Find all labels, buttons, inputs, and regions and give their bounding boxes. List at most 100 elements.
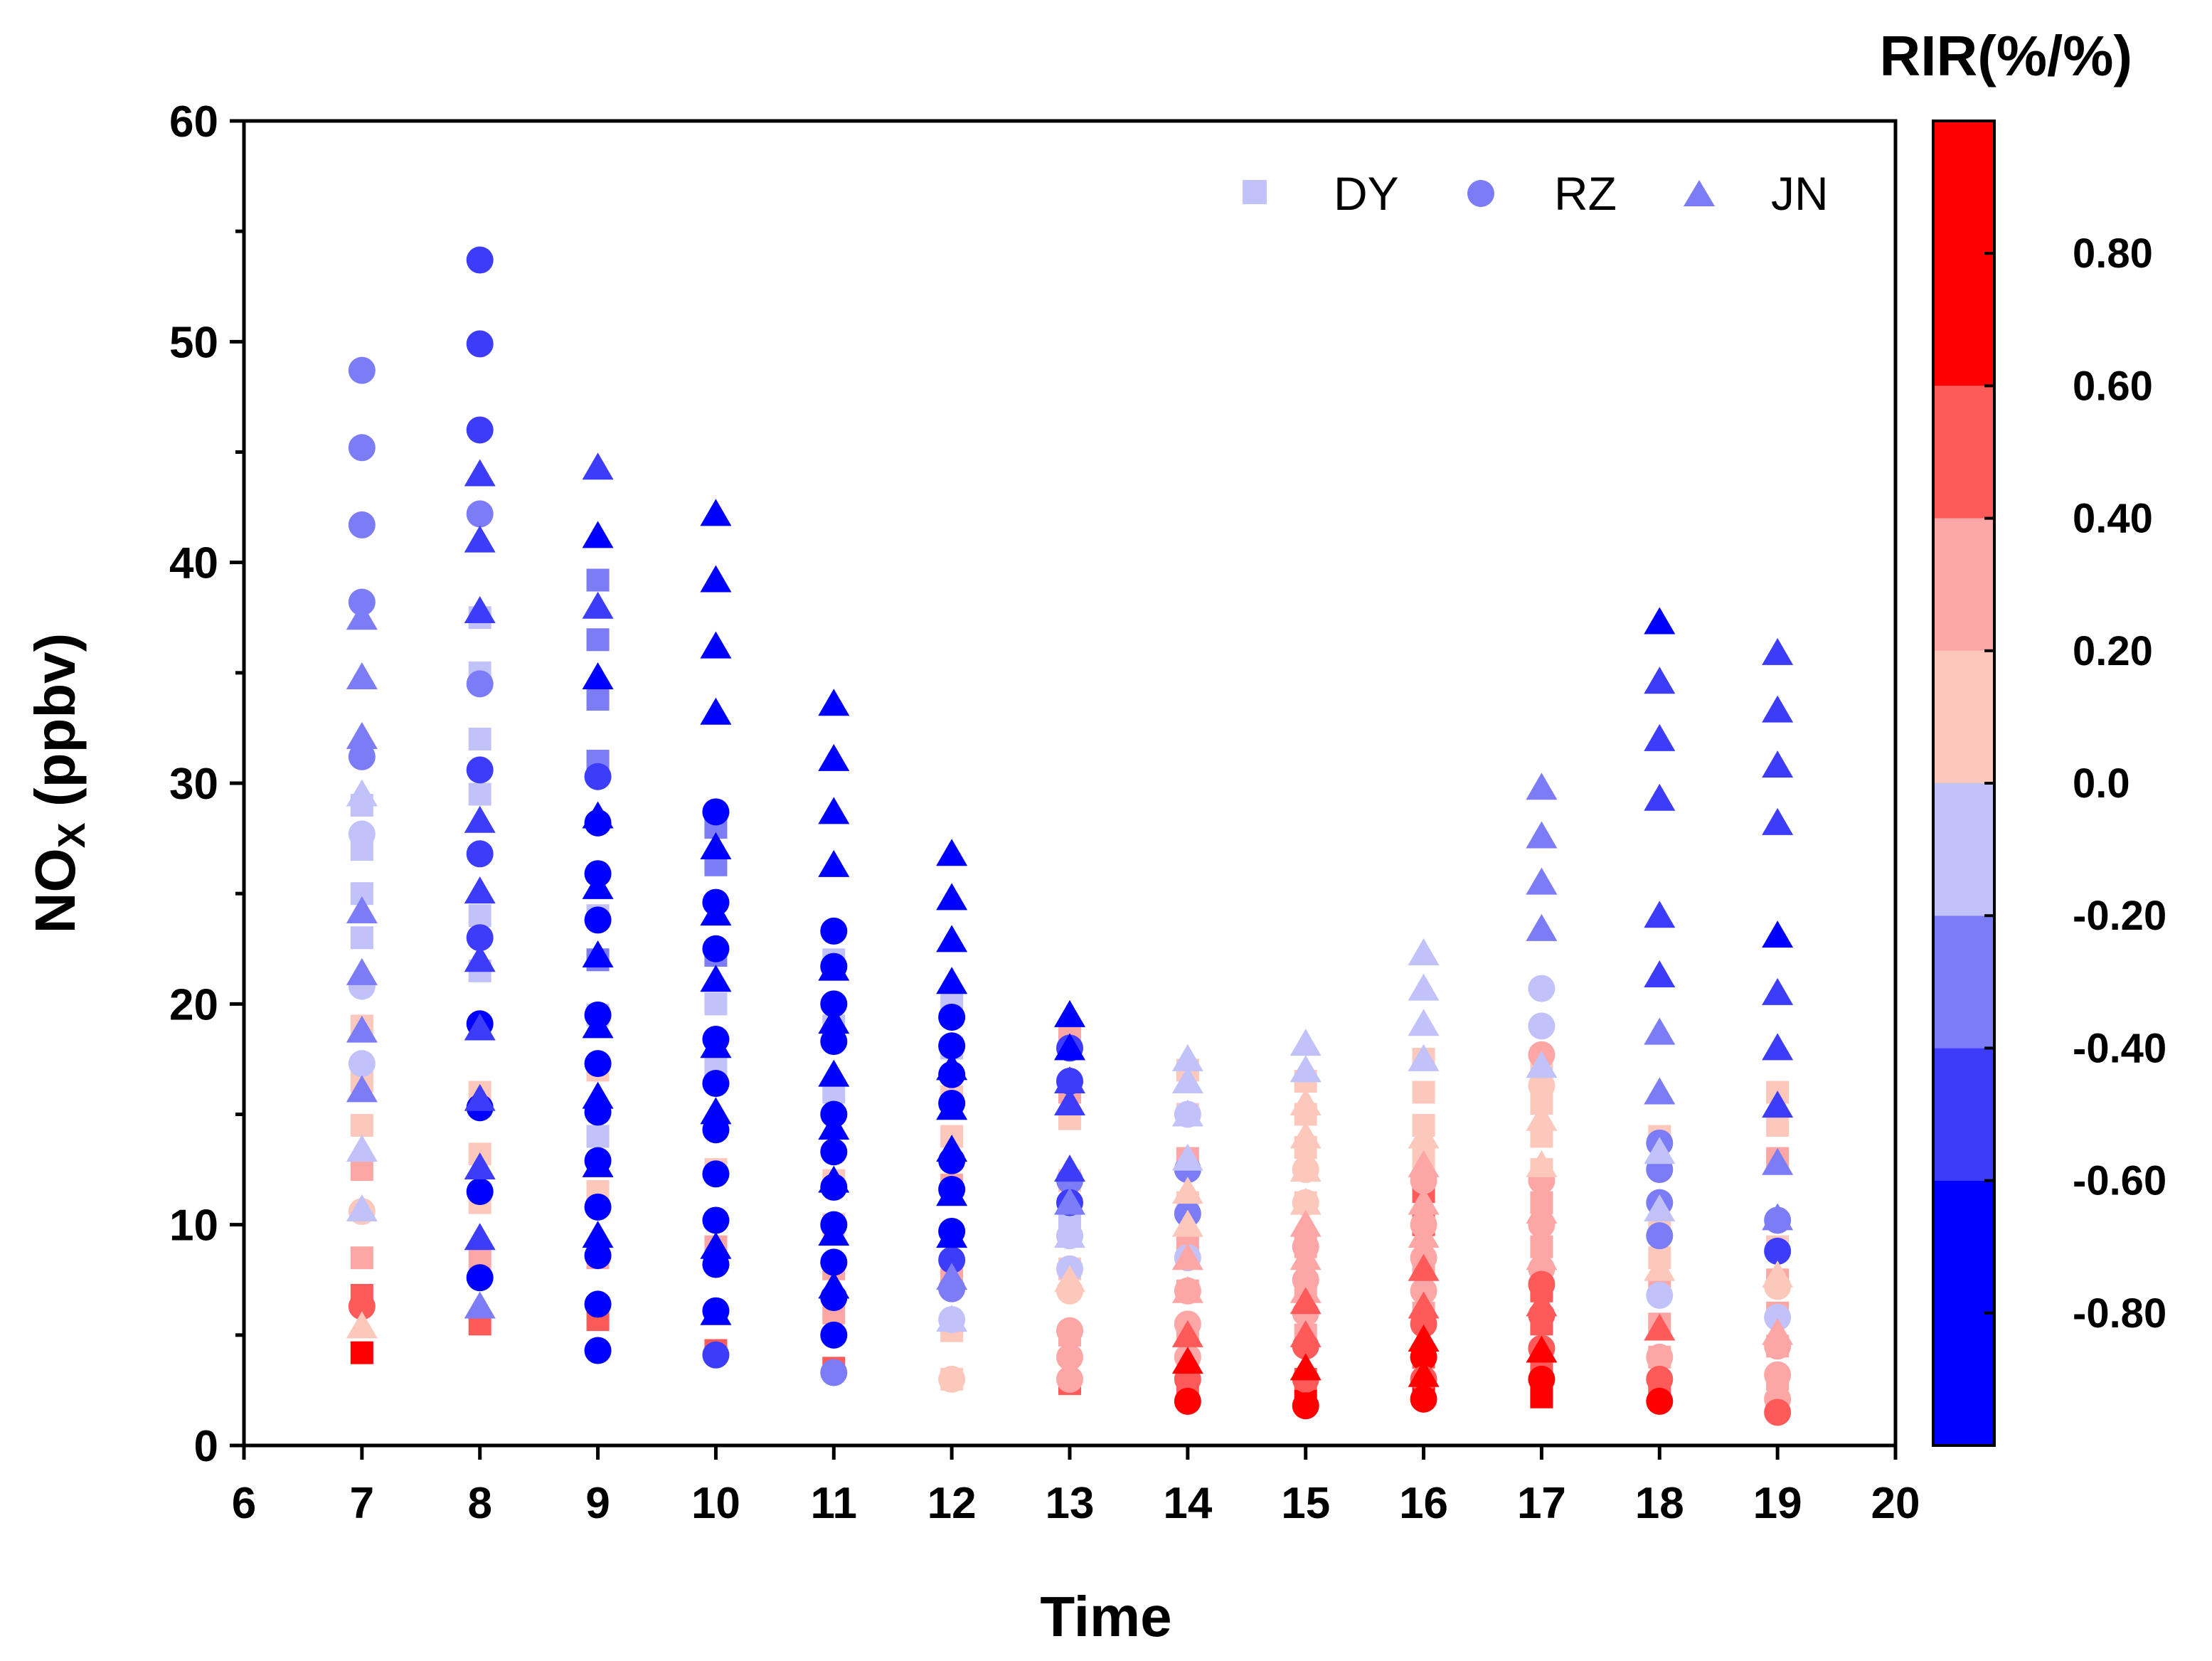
point-rz xyxy=(584,1242,612,1270)
point-rz xyxy=(584,906,612,934)
point-jn xyxy=(1762,977,1794,1005)
point-rz xyxy=(702,1206,730,1234)
y-tick-label: 20 xyxy=(169,980,218,1029)
point-jn xyxy=(1408,1221,1440,1248)
point-jn xyxy=(464,1223,496,1251)
point-jn xyxy=(464,1152,496,1179)
point-rz xyxy=(1764,1237,1792,1265)
point-jn xyxy=(1290,1287,1322,1315)
point-jn xyxy=(464,1083,496,1111)
x-axis-title: Time xyxy=(1040,1585,1171,1648)
point-jn xyxy=(1644,1137,1676,1164)
colorbar-tick-label: -0.20 xyxy=(2073,893,2166,939)
point-jn xyxy=(582,940,614,968)
point-rz xyxy=(1528,1012,1556,1040)
point-rz xyxy=(1056,1365,1083,1393)
point-jn xyxy=(936,1221,968,1248)
point-jn xyxy=(346,603,378,630)
point-jn xyxy=(346,957,378,985)
point-jn xyxy=(582,452,614,480)
point-dy xyxy=(350,1114,373,1137)
point-jn xyxy=(464,595,496,623)
point-dy xyxy=(350,1158,373,1182)
point-dy xyxy=(704,992,728,1016)
point-rz xyxy=(1292,1392,1319,1420)
point-dy xyxy=(468,904,491,928)
point-jn xyxy=(818,849,850,877)
point-jn xyxy=(1526,1289,1558,1317)
point-jn xyxy=(1644,1253,1676,1281)
x-tick-label: 6 xyxy=(232,1479,256,1528)
point-rz xyxy=(1646,1222,1674,1250)
legend-marker-rz xyxy=(1467,180,1494,207)
point-jn xyxy=(1762,1090,1794,1118)
point-jn xyxy=(700,565,732,593)
point-rz xyxy=(938,1246,966,1274)
point-dy xyxy=(350,1246,373,1270)
point-jn xyxy=(582,1011,614,1039)
point-jn xyxy=(818,689,850,716)
data-points xyxy=(346,246,1794,1426)
point-rz xyxy=(820,1028,848,1056)
point-rz xyxy=(1764,1399,1792,1426)
point-jn xyxy=(1408,938,1440,965)
colorbar-bin xyxy=(1933,121,1994,386)
colorbar-bin xyxy=(1933,916,1994,1049)
point-jn xyxy=(1644,960,1676,987)
point-jn xyxy=(700,898,732,926)
point-jn xyxy=(1171,1347,1203,1374)
point-jn xyxy=(464,876,496,904)
point-jn xyxy=(582,591,614,619)
point-rz xyxy=(938,1365,966,1393)
point-jn xyxy=(1290,1320,1322,1347)
point-rz xyxy=(348,434,376,462)
point-jn xyxy=(1171,1243,1203,1270)
y-tick-label: 40 xyxy=(169,539,218,588)
y-axis-title-subscript: X xyxy=(50,822,93,848)
point-jn xyxy=(1762,1147,1794,1175)
point-jn xyxy=(582,801,614,829)
point-jn xyxy=(1526,1196,1558,1224)
point-jn xyxy=(464,459,496,487)
legend-marker-jn xyxy=(1684,180,1715,206)
point-jn xyxy=(818,797,850,824)
point-jn xyxy=(1408,1253,1440,1281)
point-rz xyxy=(348,743,376,770)
point-jn xyxy=(582,1150,614,1177)
point-jn xyxy=(346,1015,378,1043)
colorbar-tick-label: 0.60 xyxy=(2073,363,2153,409)
point-jn xyxy=(1644,1313,1676,1341)
point-jn xyxy=(346,1135,378,1162)
point-jn xyxy=(1644,783,1676,811)
x-tick-label: 12 xyxy=(927,1479,977,1528)
colorbar: 0.80 0.60 0.40 0.20 0.0 -0.20 -0.40 -0.60 -0.80 xyxy=(1932,120,2166,1447)
colorbar-bin xyxy=(1933,650,1994,783)
point-jn xyxy=(700,697,732,725)
point-jn xyxy=(818,1271,850,1299)
point-jn xyxy=(1171,1209,1203,1237)
point-rz xyxy=(702,935,730,962)
point-jn xyxy=(1526,821,1558,849)
point-jn xyxy=(700,965,732,992)
point-jn xyxy=(818,1165,850,1193)
point-rz xyxy=(938,1032,966,1060)
colorbar-tick-label: -0.60 xyxy=(2073,1158,2166,1204)
point-rz xyxy=(1528,1365,1556,1393)
point-rz xyxy=(466,500,494,528)
point-rz xyxy=(1764,1304,1792,1332)
point-jn xyxy=(818,1059,850,1087)
point-rz xyxy=(702,1070,730,1098)
point-jn xyxy=(1408,1359,1440,1387)
point-jn xyxy=(1054,1033,1085,1061)
point-jn xyxy=(936,1179,968,1206)
point-jn xyxy=(346,1194,378,1221)
point-rz xyxy=(466,416,494,444)
point-jn xyxy=(1408,1150,1440,1177)
point-rz xyxy=(820,1138,848,1166)
point-jn xyxy=(464,945,496,972)
point-jn xyxy=(936,1093,968,1120)
point-rz xyxy=(820,917,848,945)
point-jn xyxy=(346,779,378,807)
point-jn xyxy=(1171,1275,1203,1303)
x-tick-label: 7 xyxy=(350,1479,374,1528)
